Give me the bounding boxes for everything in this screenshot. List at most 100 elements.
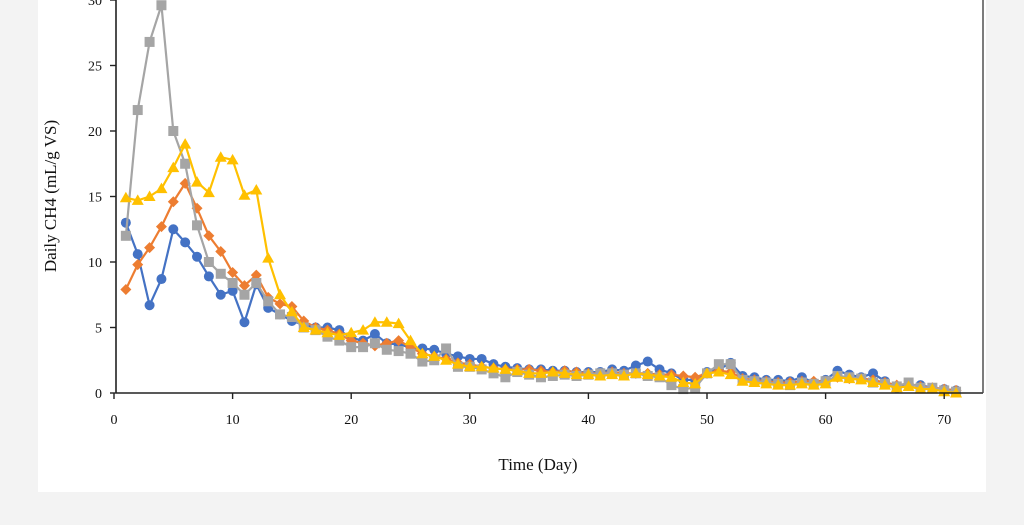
- data-point: [807, 379, 820, 390]
- data-point: [215, 246, 227, 258]
- data-point: [712, 366, 725, 377]
- y-tick-label: 25: [88, 60, 102, 75]
- series-4: [119, 138, 963, 398]
- data-point: [120, 230, 131, 241]
- data-point: [831, 371, 844, 382]
- data-point: [381, 344, 392, 355]
- data-point: [239, 317, 250, 328]
- data-point: [119, 191, 132, 203]
- data-point: [855, 373, 868, 385]
- data-point: [144, 300, 155, 311]
- data-point: [227, 266, 239, 278]
- data-point: [523, 367, 536, 378]
- data-point: [369, 338, 380, 349]
- data-point: [534, 367, 547, 378]
- data-point: [238, 280, 250, 292]
- data-point: [131, 194, 144, 205]
- data-point: [309, 324, 322, 335]
- data-point: [203, 257, 214, 267]
- data-point: [191, 176, 204, 187]
- data-point: [736, 375, 749, 386]
- data-point: [724, 368, 737, 380]
- data-point: [429, 344, 440, 355]
- data-point: [665, 371, 678, 382]
- data-point: [630, 360, 641, 371]
- data-point: [368, 316, 381, 327]
- data-point: [155, 221, 167, 233]
- data-point: [417, 356, 428, 367]
- series-2: [120, 177, 962, 396]
- data-point: [274, 288, 287, 300]
- data-point: [867, 376, 880, 388]
- data-point: [666, 380, 677, 391]
- data-point: [689, 377, 702, 389]
- data-point: [285, 305, 298, 317]
- data-point: [143, 190, 156, 201]
- data-point: [795, 377, 808, 389]
- y-tick-label: 0: [95, 387, 102, 402]
- data-point: [168, 126, 179, 136]
- x-tick-label: 50: [700, 413, 714, 428]
- data-point: [843, 372, 856, 384]
- data-point: [511, 364, 524, 376]
- data-point: [345, 326, 358, 338]
- data-point: [333, 329, 346, 340]
- data-point: [784, 379, 797, 390]
- data-point: [487, 362, 500, 373]
- data-point: [357, 324, 370, 335]
- data-point: [180, 158, 191, 169]
- data-point: [499, 363, 512, 374]
- data-point: [168, 224, 179, 235]
- data-point: [321, 326, 334, 338]
- data-point: [156, 0, 167, 11]
- data-point: [227, 285, 238, 296]
- y-axis-title: Daily CH4 (mL/g VS): [41, 120, 60, 272]
- x-tick-label: 60: [819, 413, 833, 428]
- data-point: [677, 376, 690, 388]
- data-point: [582, 368, 595, 380]
- data-point: [606, 368, 619, 380]
- data-point: [617, 369, 630, 381]
- data-point: [441, 343, 452, 354]
- x-tick-label: 40: [581, 413, 595, 428]
- data-point: [488, 368, 499, 379]
- data-point: [890, 381, 903, 393]
- data-point: [926, 383, 939, 394]
- data-point: [203, 230, 215, 242]
- data-point: [167, 196, 179, 208]
- data-point: [440, 354, 453, 365]
- data-point: [203, 271, 214, 282]
- data-point: [250, 183, 263, 195]
- data-point: [214, 151, 227, 162]
- data-point: [701, 367, 713, 378]
- data-point: [132, 259, 144, 271]
- data-point: [902, 380, 915, 391]
- data-point: [239, 289, 250, 300]
- axes: 0 10 20 30 40 50 60 70 0 5 10 15 20 25 30: [88, 0, 951, 428]
- data-point: [346, 342, 357, 353]
- data-point: [463, 360, 476, 372]
- data-point: [416, 347, 429, 359]
- data-point: [192, 220, 203, 231]
- data-point: [392, 317, 405, 329]
- data-point: [215, 268, 226, 279]
- y-tick-label: 5: [95, 322, 102, 337]
- data-point: [358, 342, 369, 353]
- data-point: [227, 277, 238, 288]
- plot-area: [119, 0, 963, 398]
- data-point: [262, 252, 275, 263]
- data-point: [476, 353, 487, 364]
- data-point: [297, 321, 310, 332]
- data-point: [878, 379, 891, 390]
- data-point: [132, 249, 143, 260]
- data-point: [713, 359, 724, 370]
- data-point: [725, 359, 736, 370]
- data-point: [251, 277, 262, 288]
- data-point: [451, 358, 464, 369]
- y-tick-label: 15: [88, 191, 102, 206]
- data-point: [180, 237, 191, 248]
- data-point: [202, 186, 215, 198]
- x-tick-label: 0: [111, 413, 118, 428]
- data-point: [215, 289, 226, 300]
